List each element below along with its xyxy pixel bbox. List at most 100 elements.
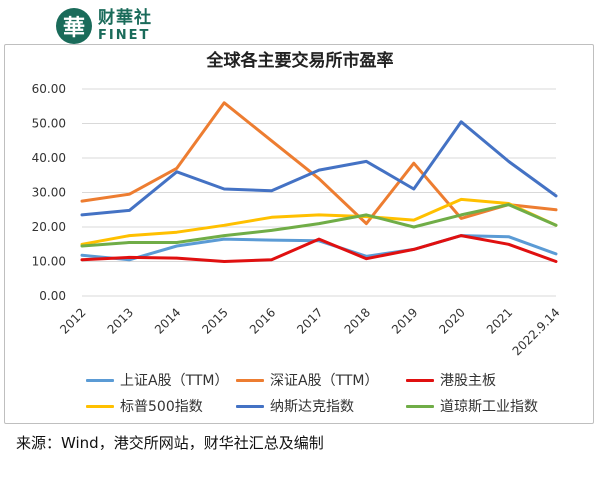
data-point	[412, 218, 415, 222]
data-point	[412, 187, 415, 191]
data-point	[270, 238, 273, 242]
data-point	[317, 177, 321, 180]
data-point	[128, 256, 131, 259]
data-point	[223, 187, 226, 191]
legend-swatch	[406, 404, 434, 408]
legend-swatch	[236, 404, 264, 408]
legend-swatch	[86, 378, 114, 382]
data-point	[460, 213, 463, 217]
data-point	[80, 254, 84, 257]
y-tick-label: 20.00	[32, 220, 66, 234]
legend-item: 道琼斯工业指数	[406, 396, 546, 416]
legend-item: 深证A股（TTM）	[236, 370, 406, 390]
y-tick-label: 60.00	[32, 82, 66, 96]
data-point	[554, 194, 558, 198]
brand-text: 财華社 FINET	[98, 8, 152, 43]
y-tick-label: 50.00	[32, 117, 66, 131]
legend-item: 港股主板	[406, 370, 546, 390]
data-point	[80, 258, 84, 261]
data-point	[175, 170, 178, 173]
x-tick-label: 2015	[199, 305, 230, 336]
y-tick-label: 40.00	[32, 151, 66, 165]
data-point	[175, 167, 178, 170]
data-point	[317, 222, 321, 225]
x-tick-label: 2016	[247, 305, 278, 336]
data-point	[128, 258, 131, 261]
legend-swatch	[406, 378, 434, 382]
brand-logo: 華 财華社 FINET	[56, 6, 152, 46]
data-point	[317, 213, 321, 217]
data-point	[223, 237, 226, 241]
data-point	[460, 198, 463, 201]
legend-swatch	[236, 378, 264, 382]
data-point	[507, 203, 510, 206]
data-point	[223, 101, 226, 105]
chart-legend: 上证A股（TTM） 深证A股（TTM） 港股主板标普500指数 纳斯达克指数 道琼斯工业…	[86, 370, 556, 416]
data-point	[270, 189, 273, 192]
data-point	[317, 237, 321, 241]
chart-title: 全球各主要交易所市盈率	[206, 51, 394, 71]
x-tick-label: 2020	[436, 305, 467, 336]
data-point	[554, 252, 558, 256]
data-point	[460, 120, 463, 123]
source-note: 来源：Wind，港交所网站，财华社汇总及编制	[16, 434, 324, 452]
data-point	[223, 224, 226, 227]
data-point	[175, 256, 178, 260]
legend-label: 纳斯达克指数	[270, 399, 354, 415]
legend-label: 道琼斯工业指数	[440, 399, 538, 415]
data-point	[128, 241, 131, 244]
data-point	[412, 161, 415, 165]
legend-item: 纳斯达克指数	[236, 396, 406, 416]
data-point	[223, 234, 226, 237]
legend-swatch	[86, 404, 114, 408]
data-point	[460, 217, 463, 220]
y-tick-label: 0.00	[39, 289, 66, 303]
data-point	[317, 168, 321, 172]
data-point	[80, 244, 84, 248]
legend-label: 深证A股（TTM）	[270, 373, 379, 389]
legend-label: 港股主板	[440, 373, 496, 389]
x-tick-label: 2018	[342, 305, 373, 336]
brand-badge-icon: 華	[56, 8, 92, 44]
data-point	[460, 234, 463, 237]
x-tick-label: 2013	[105, 305, 136, 336]
data-point	[412, 225, 415, 229]
data-point	[554, 224, 558, 227]
chart-frame	[4, 44, 594, 424]
series-line	[80, 101, 558, 226]
data-point	[80, 199, 84, 203]
data-point	[270, 258, 273, 261]
y-tick-label: 30.00	[32, 186, 66, 200]
data-point	[223, 260, 226, 263]
brand-name-en: FINET	[98, 28, 151, 43]
legend-item: 上证A股（TTM）	[86, 370, 236, 390]
y-tick-label: 10.00	[32, 255, 66, 269]
brand-name-cn: 财華社	[98, 8, 152, 28]
data-point	[270, 229, 273, 232]
data-point	[365, 222, 368, 225]
data-point	[270, 139, 273, 142]
data-point	[365, 160, 368, 163]
x-tick-label: 2022.9.14	[510, 305, 563, 358]
x-tick-label: 2012	[57, 305, 88, 336]
data-point	[128, 209, 131, 212]
data-point	[365, 213, 368, 217]
data-point	[175, 230, 178, 234]
x-tick-label: 2014	[152, 305, 183, 336]
data-point	[507, 235, 510, 238]
data-point	[128, 234, 131, 237]
legend-item: 标普500指数	[86, 396, 236, 416]
data-point	[175, 241, 178, 244]
x-tick-label: 2019	[389, 305, 420, 336]
data-point	[365, 257, 368, 260]
x-tick-label: 2017	[294, 305, 325, 336]
data-point	[175, 244, 178, 248]
data-point	[554, 208, 558, 211]
legend-label: 上证A股（TTM）	[120, 373, 229, 389]
data-point	[554, 260, 558, 263]
data-point	[412, 248, 415, 251]
legend-label: 标普500指数	[120, 399, 203, 415]
data-point	[270, 216, 273, 219]
data-point	[507, 160, 510, 163]
